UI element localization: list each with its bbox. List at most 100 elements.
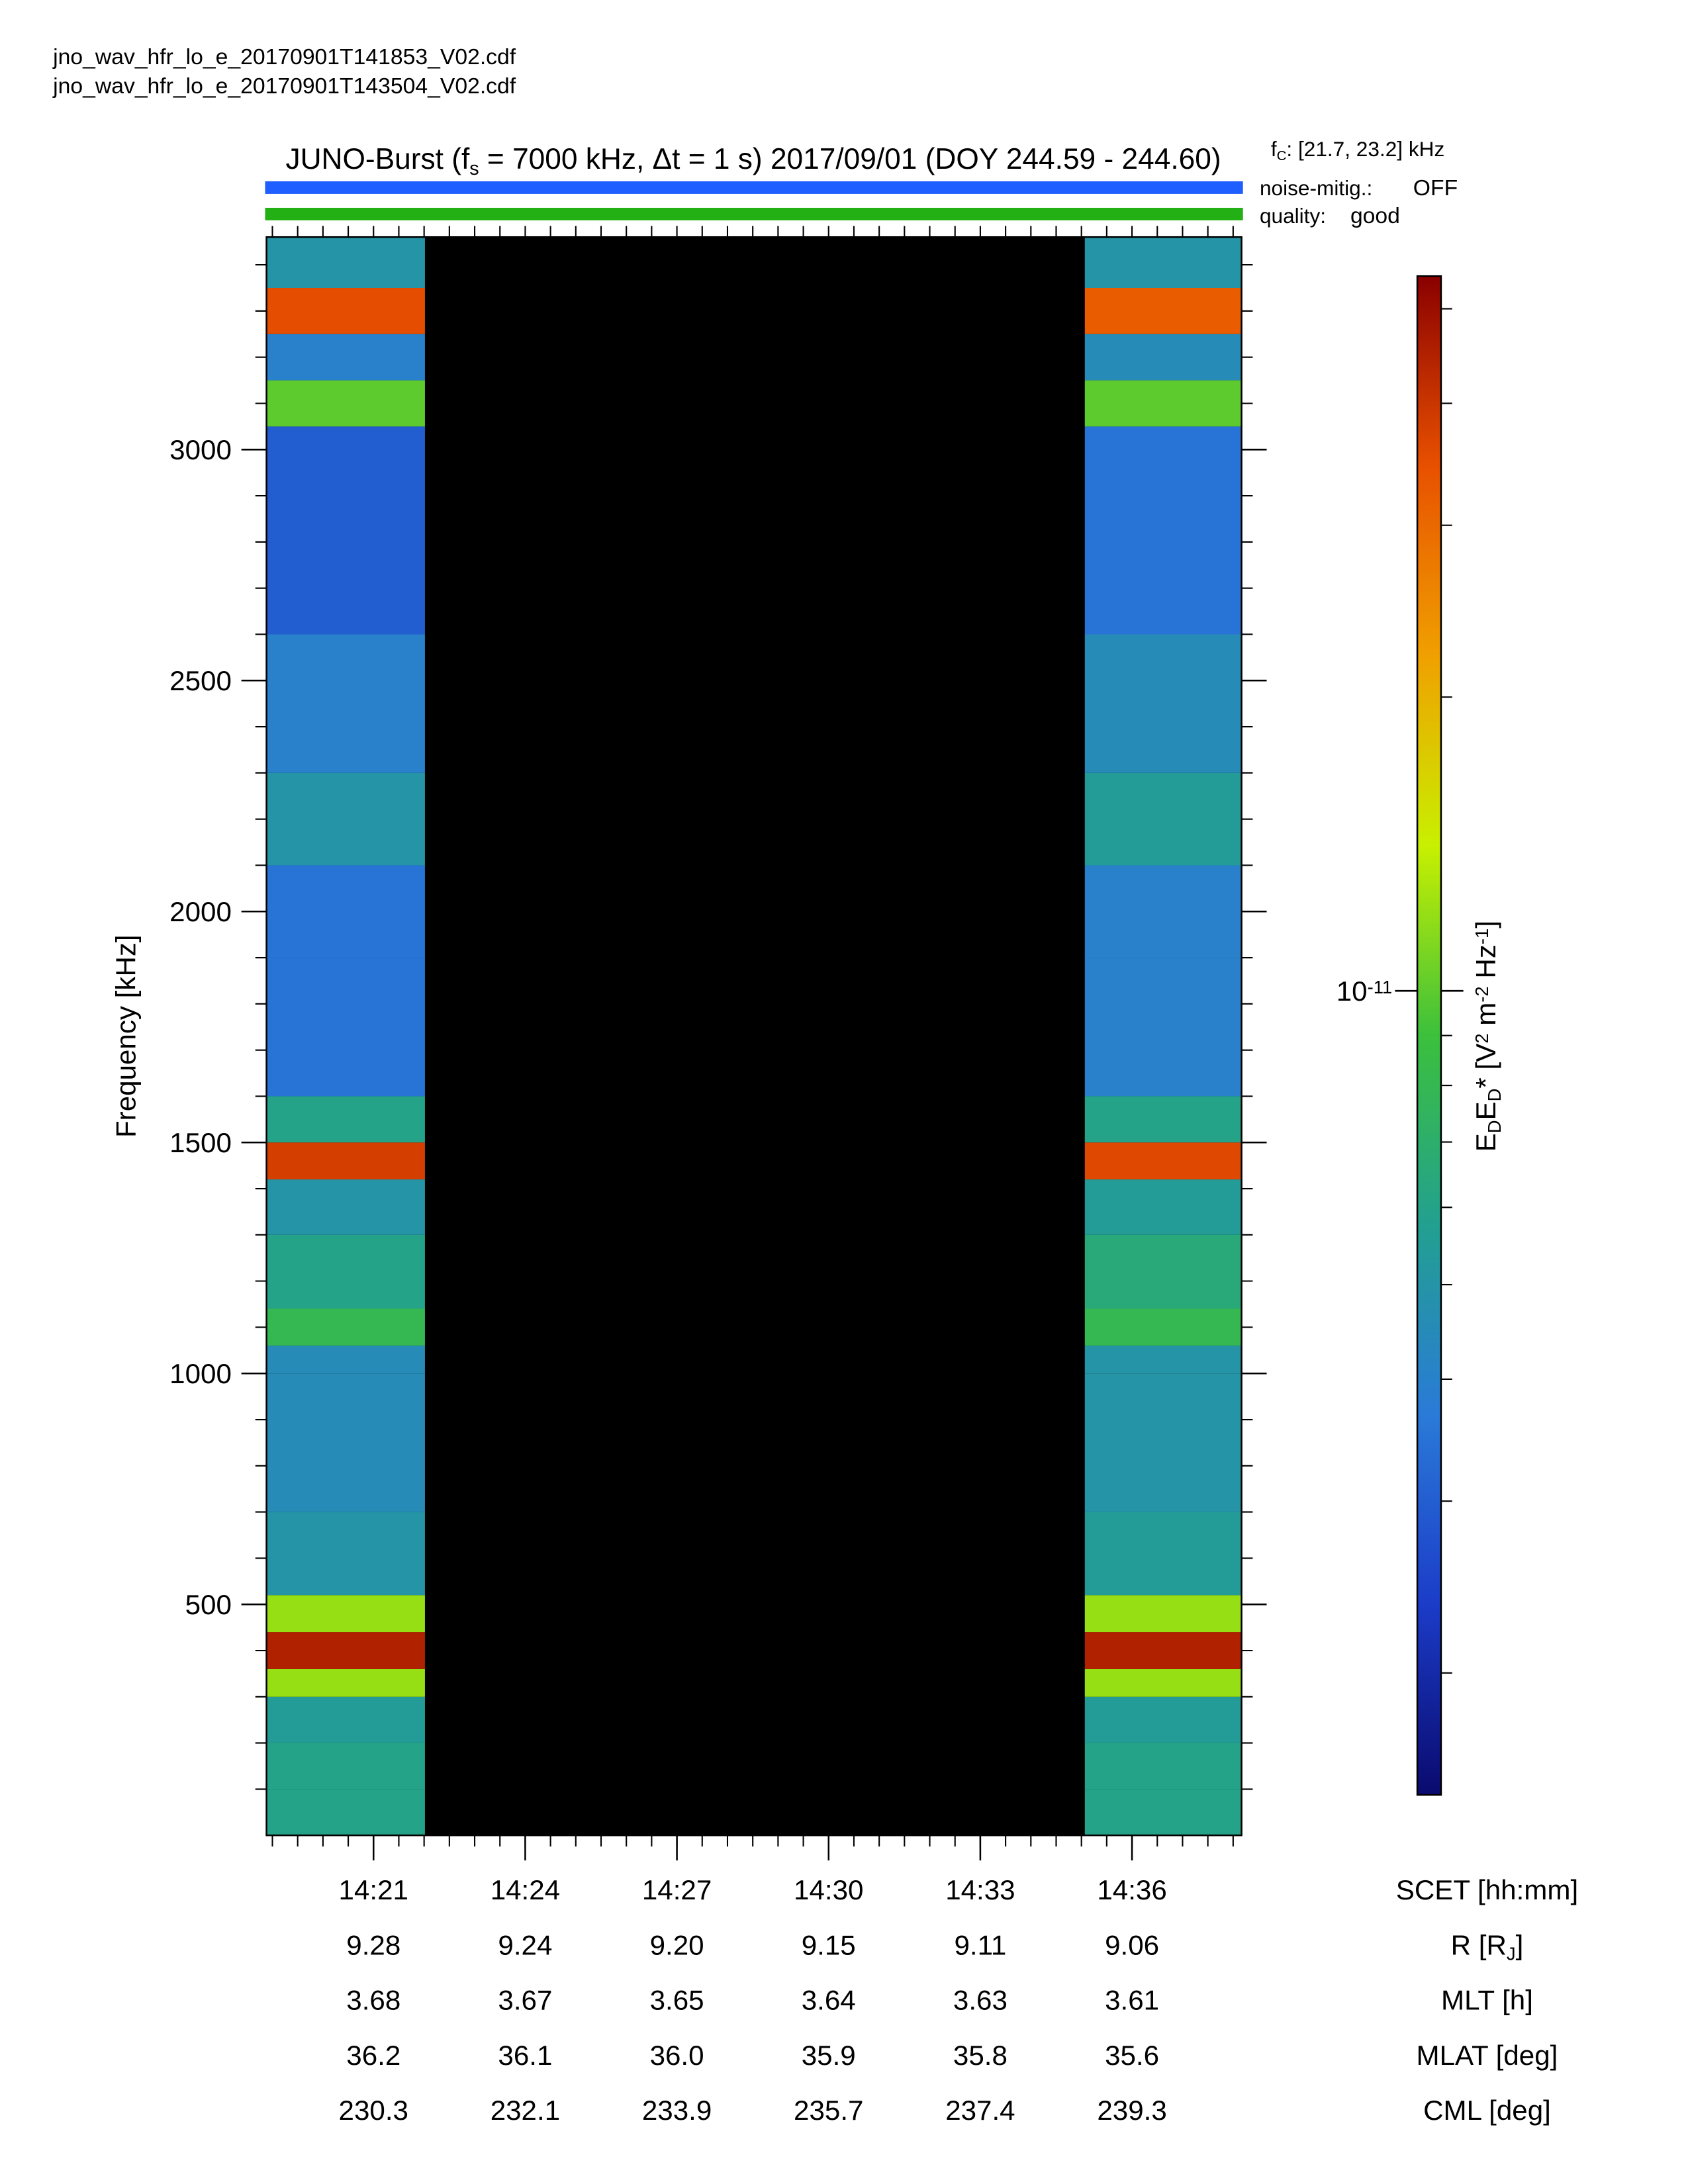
ephemeris-value: 9.06: [1105, 1929, 1159, 1960]
x-tick-label: 14:27: [642, 1874, 712, 1905]
spectrogram-cell: [1084, 1096, 1242, 1143]
text-part: ]: [1516, 1929, 1524, 1960]
x-tick-label: 14:30: [794, 1874, 863, 1905]
noise-bar: [265, 181, 1243, 194]
spectrogram-cell: [266, 380, 425, 427]
spectrogram-cell: [1084, 1142, 1242, 1180]
spectrogram-cell: [1084, 1696, 1242, 1743]
text-part: Hz: [1470, 944, 1501, 986]
y-axis-label: Frequency [kHz]: [111, 934, 142, 1138]
quality-bar: [265, 207, 1243, 220]
spectrogram-cell: [266, 1696, 425, 1743]
x-tick-label: 14:21: [339, 1874, 408, 1905]
spectrogram-cell: [266, 334, 425, 381]
ephemeris-value: 36.0: [650, 2040, 704, 2071]
spectrogram-cell: [266, 1789, 425, 1836]
text-part: SCET [hh:mm]: [1396, 1874, 1578, 1905]
ephemeris-label: MLT [h]: [1441, 1985, 1533, 2016]
colorbar: [1416, 275, 1442, 1796]
text-part: -11: [1368, 977, 1393, 997]
spectrogram-cell: [266, 1668, 425, 1697]
ephemeris-value: 9.28: [346, 1929, 400, 1960]
text-part: CML [deg]: [1423, 2095, 1551, 2126]
chart-title: JUNO-Burst (fs = 7000 kHz, Δt = 1 s) 201…: [285, 143, 1221, 179]
text-part: JUNO-Burst (f: [285, 143, 470, 175]
spectrogram-cell: [1084, 288, 1242, 334]
ephemeris-value: 239.3: [1097, 2095, 1166, 2126]
spectrogram-cell: [266, 1345, 425, 1374]
spectrogram-cell: [266, 865, 425, 958]
text-part: s: [469, 158, 479, 179]
text-part: 10: [1336, 976, 1368, 1007]
spectrogram-cell: [1084, 1789, 1242, 1836]
ephemeris-label: MLAT [deg]: [1417, 2040, 1558, 2071]
file-name: jno_wav_hfr_lo_e_20170901T143504_V02.cdf: [52, 73, 516, 99]
spectrogram-cell: [1084, 772, 1242, 866]
ephemeris-value: 237.4: [945, 2095, 1015, 2126]
text-part: = 7000 kHz, Δt = 1 s) 2017/09/01 (DOY 24…: [479, 143, 1221, 175]
spectrogram-cell: [266, 958, 425, 1097]
y-tick-label: 3000: [169, 434, 232, 465]
plot-frame: [265, 236, 1243, 1837]
ephemeris-value: 36.2: [346, 2040, 400, 2071]
spectrogram-cell: [266, 1096, 425, 1143]
y-tick-label: 1500: [169, 1127, 232, 1158]
spectrogram-cell: [266, 1512, 425, 1596]
y-tick-label: 500: [185, 1589, 232, 1620]
spectrogram-cell: [266, 288, 425, 334]
spectrogram-cell: [1084, 958, 1242, 1097]
spectrogram-cell: [1084, 237, 1242, 289]
spectrogram-cell: [1084, 634, 1242, 773]
spectrogram-cell: [1084, 1632, 1242, 1669]
ephemeris-value: 36.1: [498, 2040, 552, 2071]
text-part: * [V: [1470, 1044, 1501, 1089]
file-name: jno_wav_hfr_lo_e_20170901T141853_V02.cdf: [52, 44, 516, 69]
text-part: C: [1277, 148, 1287, 163]
ephemeris-value: 9.24: [498, 1929, 552, 1960]
spectrogram-cell: [1084, 1308, 1242, 1346]
spectrogram-cell: [266, 1373, 425, 1512]
text-part: 2: [1472, 1033, 1492, 1043]
spectrogram-cell: [266, 1308, 425, 1346]
y-tick-label: 2000: [169, 896, 232, 927]
ephemeris-value: 230.3: [339, 2095, 408, 2126]
colorbar-label: EDED* [V2 m-2 Hz-1]: [1470, 921, 1505, 1152]
spectrogram-cell: [1084, 380, 1242, 427]
colorbar-tick-label: 10-11: [1336, 976, 1392, 1007]
text-part: ]: [1470, 921, 1501, 929]
ephemeris-value: 3.67: [498, 1985, 552, 2016]
text-part: MLAT [deg]: [1417, 2040, 1558, 2071]
spectrogram-cell: [266, 1632, 425, 1669]
x-tick-label: 14:33: [945, 1874, 1015, 1905]
spectrogram-cell: [1084, 1179, 1242, 1235]
spectrogram-cell: [1084, 1512, 1242, 1596]
spectrogram-cell: [266, 1743, 425, 1790]
spectrogram-cell: [266, 772, 425, 866]
ephemeris-value: 35.6: [1105, 2040, 1159, 2071]
quality-label: quality:: [1260, 204, 1326, 228]
text-part: R [R: [1451, 1929, 1507, 1960]
text-part: MLT [h]: [1441, 1985, 1533, 2016]
x-tick-label: 14:24: [491, 1874, 560, 1905]
x-tick-label: 14:36: [1097, 1874, 1166, 1905]
ephemeris-value: 3.64: [802, 1985, 856, 2016]
spectrogram-cell: [1084, 1345, 1242, 1374]
spectrogram-cell: [1084, 865, 1242, 958]
ephemeris-value: 9.15: [802, 1929, 856, 1960]
ephemeris-label: SCET [hh:mm]: [1396, 1874, 1578, 1905]
spectrogram-cell: [266, 1234, 425, 1309]
y-tick-label: 2500: [169, 665, 232, 696]
spectrogram-cell: [1084, 1595, 1242, 1633]
text-part: : [21.7, 23.2] kHz: [1286, 137, 1444, 161]
spectrogram-cell: [1084, 1373, 1242, 1512]
text-part: -2: [1472, 986, 1492, 1002]
spectrogram-cell: [1084, 426, 1242, 635]
quality-value: good: [1350, 203, 1400, 228]
ephemeris-value: 3.65: [650, 1985, 704, 2016]
ephemeris-value: 3.61: [1105, 1985, 1159, 2016]
ephemeris-value: 35.9: [802, 2040, 856, 2071]
spectrogram-cell: [266, 1595, 425, 1633]
noise-label: noise-mitig.:: [1260, 176, 1372, 200]
